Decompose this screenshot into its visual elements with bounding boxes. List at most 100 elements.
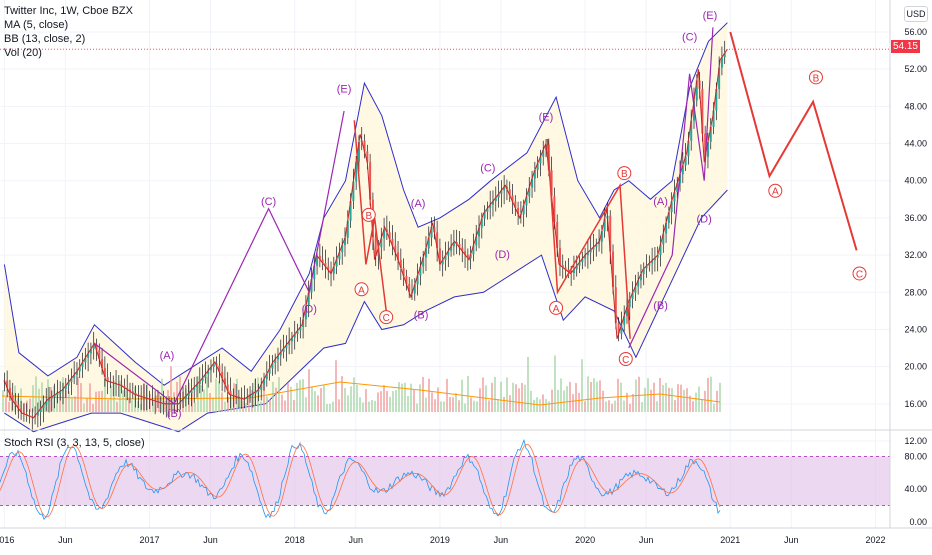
volume-bar: [545, 399, 547, 412]
candle-body: [290, 337, 293, 342]
candle-body: [634, 286, 637, 293]
rsi-axis-label: 80.00: [904, 451, 927, 461]
volume-bar: [107, 399, 109, 412]
projection-line: [729, 31, 858, 251]
candle-body: [628, 299, 631, 307]
volume-bar: [455, 392, 457, 412]
volume-bar: [590, 381, 592, 412]
volume-bar: [458, 400, 460, 412]
candle-body: [67, 382, 70, 386]
volume-bar: [44, 401, 46, 412]
candle-body: [106, 377, 109, 382]
candle-body: [684, 156, 687, 166]
candle-body: [598, 241, 601, 245]
candle-body: [567, 269, 570, 272]
volume-bar: [293, 400, 295, 412]
candle-body: [653, 257, 656, 261]
wave-label-circle: [617, 166, 632, 181]
price-axis-bg: [890, 0, 932, 550]
volume-bar: [353, 377, 355, 412]
volume-bar: [350, 386, 352, 412]
volume-bar: [431, 392, 433, 412]
volume-bar: [500, 381, 502, 412]
volume-bar: [617, 378, 619, 412]
candle-body: [455, 242, 458, 245]
chart-title[interactable]: Twitter Inc, 1W, Cboe BZX: [4, 5, 133, 17]
candle-body: [450, 246, 453, 251]
candle-body: [20, 408, 23, 413]
candle-body: [383, 229, 386, 239]
wave-label: B: [621, 169, 628, 180]
time-axis-label: 2019: [430, 535, 450, 545]
candle-body: [511, 195, 514, 202]
volume-bar: [314, 391, 316, 412]
wave-label: C: [383, 313, 390, 324]
candle-body: [494, 197, 497, 202]
volume-bar: [620, 382, 622, 412]
candle-body: [204, 374, 207, 378]
volume-bar: [35, 376, 37, 412]
indicator-ma[interactable]: MA (5, close): [4, 19, 69, 31]
candle-body: [533, 170, 536, 179]
last-price-tag: 54.15: [890, 40, 920, 53]
volume-bar: [587, 376, 589, 412]
candle-body: [600, 231, 603, 242]
candle-body: [120, 384, 123, 386]
volume-bar: [488, 400, 490, 412]
volume-bar: [389, 396, 391, 412]
candle-body: [397, 252, 400, 260]
candle-body: [718, 67, 721, 90]
volume-bar: [254, 379, 256, 412]
volume-bar: [188, 382, 190, 412]
volume-bar: [233, 383, 235, 412]
volume-bar: [395, 390, 397, 412]
time-axis-label: Jun: [784, 535, 799, 545]
volume-bar: [401, 383, 403, 412]
wave-labels: (A) (B) (C) (D) (E) B A C (A) (B) (C) (D) (E) B A C (A) (…: [160, 10, 867, 420]
bollinger-bands: [3, 22, 728, 433]
candle-body: [586, 252, 589, 256]
volume-bar: [560, 378, 562, 412]
volume-bar: [260, 401, 262, 412]
candle-body: [87, 353, 90, 358]
candle-body: [550, 170, 553, 197]
indicator-vol[interactable]: Vol (20): [4, 47, 42, 59]
volume-bar: [239, 397, 241, 412]
candle-body: [556, 222, 559, 248]
candle-body: [173, 403, 176, 405]
volume-bar: [164, 400, 166, 412]
volume-bar: [671, 388, 673, 412]
candle-body: [402, 267, 405, 277]
candle-body: [503, 186, 506, 191]
candle-body: [564, 267, 567, 270]
volume-bar: [203, 389, 205, 412]
indicator-bb[interactable]: BB (13, close, 2): [4, 33, 86, 45]
candle-body: [209, 366, 212, 371]
volume-bar: [614, 400, 616, 412]
price-axis-label: 40.00: [904, 176, 927, 186]
currency-badge[interactable]: USD: [904, 6, 928, 22]
candle-body: [427, 237, 430, 249]
volume-bar: [449, 397, 451, 412]
volume-bar: [212, 397, 214, 412]
volume-bar: [56, 391, 58, 412]
candle-body: [304, 306, 307, 320]
candle-body: [483, 211, 486, 219]
candle-body: [14, 400, 17, 405]
candle-body: [89, 348, 92, 354]
volume-bar: [329, 403, 331, 412]
candle-body: [17, 404, 20, 409]
volume-bar: [683, 389, 685, 412]
volume-bar: [566, 386, 568, 412]
candle-body: [720, 57, 723, 68]
volume-bar: [695, 392, 697, 412]
stoch-rsi-label[interactable]: Stoch RSI (3, 3, 13, 5, close): [4, 437, 145, 449]
volume-bar: [29, 398, 31, 412]
candle-body: [497, 193, 500, 198]
candle-body: [656, 255, 659, 258]
candle-body: [558, 247, 561, 266]
volume-bar: [692, 401, 694, 412]
candle-body: [639, 274, 642, 281]
